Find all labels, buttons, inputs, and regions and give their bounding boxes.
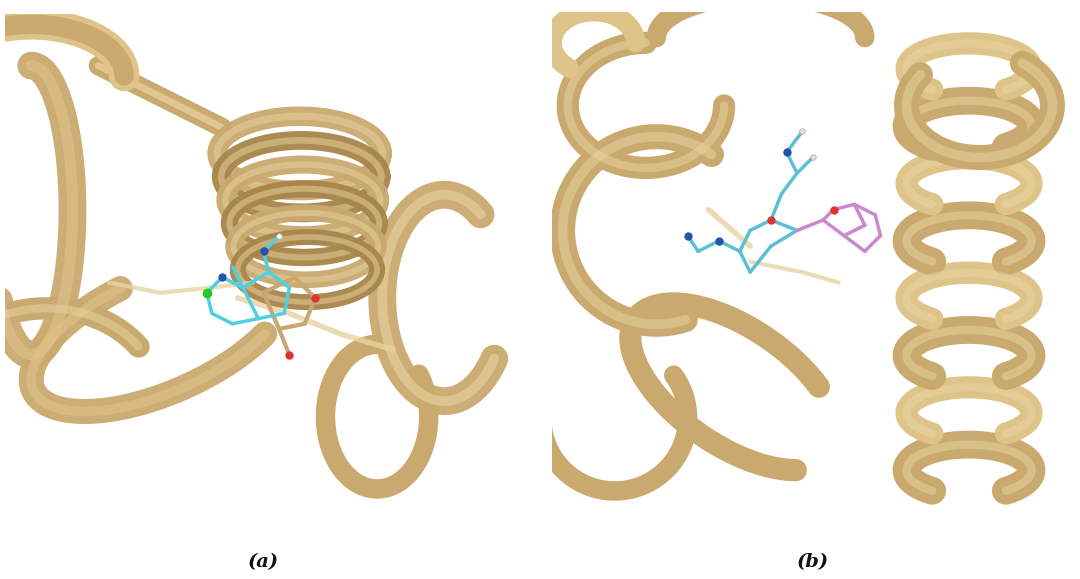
Text: (a): (a) bbox=[248, 552, 279, 571]
Text: (b): (b) bbox=[797, 552, 828, 571]
